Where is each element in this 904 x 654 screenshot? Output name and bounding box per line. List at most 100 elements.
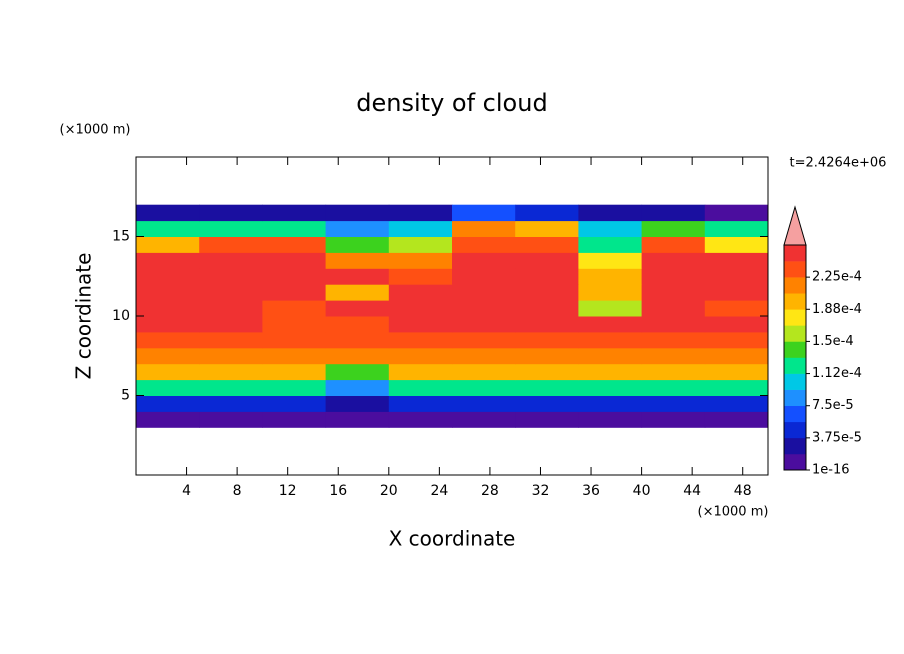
x-tick-label: 16 — [329, 483, 347, 499]
field-cell — [136, 284, 200, 301]
field-cell — [199, 363, 263, 381]
field-cell — [262, 268, 327, 285]
colorbar-band — [784, 277, 806, 294]
field-cell — [136, 363, 200, 381]
field-cell — [452, 252, 516, 269]
colorbar-band — [784, 341, 806, 358]
field-cell — [262, 300, 327, 317]
field-cell — [199, 268, 263, 285]
field-cell — [136, 347, 200, 365]
field-cell — [452, 411, 516, 428]
field-cell — [641, 331, 706, 349]
field-cell — [262, 316, 327, 333]
field-cell — [325, 395, 390, 412]
field-cell — [515, 347, 579, 365]
colorbar-band — [784, 389, 806, 407]
field-cell — [641, 379, 706, 396]
field-cell — [325, 252, 390, 269]
y-tick-label: 10 — [112, 308, 130, 324]
field-cell — [199, 347, 263, 365]
colorbar-tick-label: 1.12e-4 — [812, 366, 862, 381]
field-cell — [704, 236, 769, 253]
field-cell — [641, 316, 706, 333]
field-cell — [452, 395, 516, 412]
colorbar-band — [784, 261, 806, 278]
field-cell — [578, 284, 643, 301]
x-unit: (×1000 m) — [698, 505, 769, 520]
field-cell — [515, 379, 579, 396]
x-tick-label: 12 — [279, 483, 297, 499]
field-cell — [325, 236, 390, 253]
field-cell — [136, 379, 200, 396]
field-cell — [704, 268, 769, 285]
field-cell — [199, 220, 263, 237]
field-cell — [136, 411, 200, 428]
field-cell — [452, 236, 516, 253]
field-cell — [515, 395, 579, 412]
field-cell — [515, 220, 579, 237]
field-cell — [136, 252, 200, 269]
field-cell — [388, 316, 453, 333]
field-cell — [452, 347, 516, 365]
x-tick-label: 8 — [233, 483, 242, 499]
field-cell — [325, 347, 390, 365]
field-cell — [578, 220, 643, 237]
field-cell — [704, 347, 769, 365]
colorbar-tick-label: 3.75e-5 — [812, 430, 862, 445]
y-axis-label: Z coordinate — [72, 253, 96, 380]
field-cell — [704, 300, 769, 317]
field-cell — [136, 220, 200, 237]
chart-title: density of cloud — [356, 89, 547, 117]
colorbar-band — [784, 405, 806, 423]
time-label: t=2.4264e+06 — [790, 156, 887, 171]
field-cell — [704, 395, 769, 412]
x-tick-label: 24 — [430, 483, 448, 499]
field-cell — [262, 363, 327, 381]
field-cell — [641, 363, 706, 381]
colorbar-band — [784, 437, 806, 455]
field-cell — [452, 379, 516, 396]
field-cell — [641, 220, 706, 237]
field-cell — [578, 395, 643, 412]
field-cell — [578, 252, 643, 269]
field-cell — [262, 411, 327, 428]
field-cell — [704, 316, 769, 333]
field-cell — [325, 204, 390, 222]
field-cell — [262, 395, 327, 412]
x-tick-label: 28 — [481, 483, 499, 499]
y-tick-label: 15 — [112, 229, 130, 245]
colorbar-band — [784, 357, 806, 374]
field-cell — [262, 252, 327, 269]
colorbar-band — [784, 373, 806, 390]
field-cell — [578, 411, 643, 428]
field-cell — [199, 236, 263, 253]
x-axis-label: X coordinate — [389, 527, 516, 551]
field-cell — [641, 268, 706, 285]
field-cell — [388, 252, 453, 269]
field-cell — [704, 220, 769, 237]
field-cell — [515, 236, 579, 253]
x-tick-label: 40 — [633, 483, 651, 499]
field-cell — [578, 331, 643, 349]
field-cell — [388, 395, 453, 412]
colorbar-band — [784, 421, 806, 439]
field-cell — [641, 236, 706, 253]
field-cell — [325, 363, 390, 381]
field-cell — [641, 347, 706, 365]
field-cell — [199, 379, 263, 396]
field-cell — [704, 411, 769, 428]
field-cell — [578, 316, 643, 333]
x-tick-label: 4 — [182, 483, 191, 499]
field-cell — [452, 363, 516, 381]
field-cell — [704, 252, 769, 269]
field-cell — [325, 284, 390, 301]
field-cell — [199, 395, 263, 412]
field-cell — [515, 268, 579, 285]
field-cell — [704, 284, 769, 301]
field-cell — [388, 300, 453, 317]
field-cell — [199, 300, 263, 317]
field-cell — [452, 220, 516, 237]
field-cell — [136, 268, 200, 285]
field-cell — [262, 236, 327, 253]
